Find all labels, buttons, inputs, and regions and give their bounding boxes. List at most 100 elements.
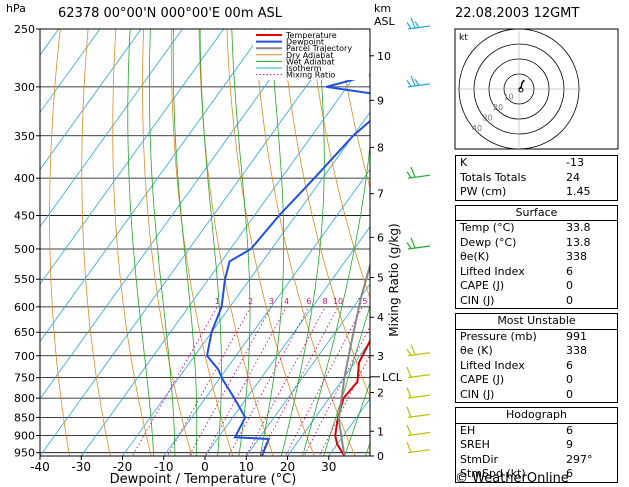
temperature-tick-label: -40 [30, 460, 50, 474]
unstable-row: Lifted Index 6 [456, 359, 617, 374]
pressure-tick-label: 550 [14, 273, 35, 286]
wet-adiabat-line [259, 29, 285, 456]
mixing-ratio-line [228, 306, 310, 456]
hodo-row: EH 6 [456, 424, 617, 439]
mixing-ratio-label: 2 [248, 297, 253, 306]
unstable-label: θe (K) [460, 344, 493, 357]
height-unit-sub-label: ASL [374, 15, 396, 28]
height-tick-label: 4 [377, 311, 384, 324]
unstable-row: θe (K) 338 [456, 344, 617, 359]
surface-row: Dewp (°C) 13.8 [456, 236, 617, 251]
isotherm-line [40, 29, 183, 228]
pressure-tick-label: 350 [14, 130, 35, 143]
hodograph-ring-label: 10 [503, 93, 513, 102]
dry-adiabat-line [309, 29, 370, 300]
dry-adiabat-line [254, 29, 356, 456]
pressure-tick-label: 750 [14, 372, 35, 385]
hodo-value: 6 [566, 423, 573, 437]
pressure-tick-label: 400 [14, 172, 35, 185]
wet-adiabat-line [172, 29, 198, 456]
unstable-row: CAPE (J) 0 [456, 373, 617, 388]
surface-row: Temp (°C) 33.8 [456, 221, 617, 236]
pressure-tick-label: 950 [14, 447, 35, 460]
mixing-ratio-label: 3 [269, 297, 274, 306]
height-tick-label: 8 [377, 141, 384, 154]
hodo-label: EH [460, 423, 476, 437]
wet-adiabat-line [302, 140, 370, 456]
legend-label: Dry Adiabat [286, 51, 333, 60]
hodo-value: 297° [566, 452, 593, 466]
surface-value: 6 [566, 264, 573, 278]
index-value: -13 [566, 156, 584, 169]
surface-value: 338 [566, 250, 587, 263]
x-axis-title: Dewpoint / Temperature (°C) [110, 472, 297, 486]
index-row: Totals Totals 24 [456, 171, 617, 186]
surface-value: 0 [566, 279, 573, 292]
unstable-value: 338 [566, 344, 587, 357]
wind-barb [406, 344, 431, 357]
lcl-label: LCL [382, 371, 403, 384]
index-label: PW (cm) [460, 185, 507, 198]
height-tick-label: 10 [377, 50, 391, 63]
index-value: 1.45 [566, 185, 591, 198]
pressure-tick-label: 700 [14, 350, 35, 363]
pressure-tick-label: 300 [14, 81, 35, 94]
wind-barb [406, 424, 431, 437]
legend-label: Temperature [285, 31, 337, 40]
wet-adiabat-line [148, 29, 176, 456]
indices-panel: K -13 Totals Totals 24 PW (cm) 1.45 Surface T… [455, 155, 618, 487]
hodograph-storm-marker [518, 87, 524, 93]
surface-label: Dewp (°C) [460, 235, 517, 249]
height-unit-label: km [374, 2, 391, 15]
height-tick-label: 0 [377, 450, 384, 463]
wet-adiabat-line [231, 29, 251, 456]
unstable-value: 991 [566, 329, 587, 343]
isotherm-line [40, 29, 142, 171]
pressure-tick-label: 450 [14, 210, 35, 223]
mixing-ratio-label: 1 [215, 297, 220, 306]
wind-barb [406, 17, 431, 30]
index-row: PW (cm) 1.45 [456, 185, 617, 200]
pressure-tick-label: 800 [14, 392, 35, 405]
surface-row: CAPE (J) 0 [456, 279, 617, 294]
surface-row: CIN (J) 0 [456, 294, 617, 309]
surface-row: θe(K) 338 [456, 250, 617, 265]
mixing-ratio-line [245, 306, 326, 456]
hodograph-unit-label: kt [459, 33, 468, 43]
pressure-tick-label: 850 [14, 411, 35, 424]
mixing-ratio-label: 6 [306, 297, 311, 306]
wet-adiabat-line [323, 304, 370, 456]
top-indices-box: K -13 Totals Totals 24 PW (cm) 1.45 [455, 155, 618, 201]
height-tick-label: 3 [377, 350, 384, 363]
height-tick-label: 7 [377, 188, 384, 201]
mixing-ratio-line [318, 353, 370, 456]
surface-label: CAPE (J) [460, 279, 505, 292]
mixing-ratio-line [303, 325, 370, 456]
surface-row: Lifted Index 6 [456, 265, 617, 280]
index-value: 24 [566, 170, 580, 184]
mixing-ratio-line [131, 306, 218, 456]
unstable-label: CIN (J) [460, 387, 495, 401]
mixing-ratio-label: 10 [333, 297, 343, 306]
index-label: K [460, 156, 468, 169]
mixing-ratio-line [188, 306, 272, 456]
unstable-label: Lifted Index [460, 358, 525, 372]
mixing-ratio-label: 20 [375, 297, 385, 306]
parcel-trajectory [337, 261, 370, 456]
pressure-tick-label: 650 [14, 326, 35, 339]
unstable-value: 0 [566, 387, 573, 401]
station-header: 62378 00°00'N 000°00'E 00m ASL [58, 6, 283, 21]
height-tick-label: 5 [377, 271, 384, 284]
dry-adiabat-line [337, 29, 370, 190]
mixing-ratio-line [166, 306, 252, 456]
isotherm-line [40, 29, 348, 456]
hodograph-ring-label: 20 [493, 103, 503, 112]
hodo-value: 6 [566, 467, 573, 480]
surface-value: 33.8 [566, 221, 591, 234]
mixing-ratio-label: 4 [284, 297, 289, 306]
wet-adiabat-line [344, 381, 370, 456]
temperature-tick-label: -20 [113, 460, 133, 474]
hodo-label: SREH [460, 438, 490, 451]
